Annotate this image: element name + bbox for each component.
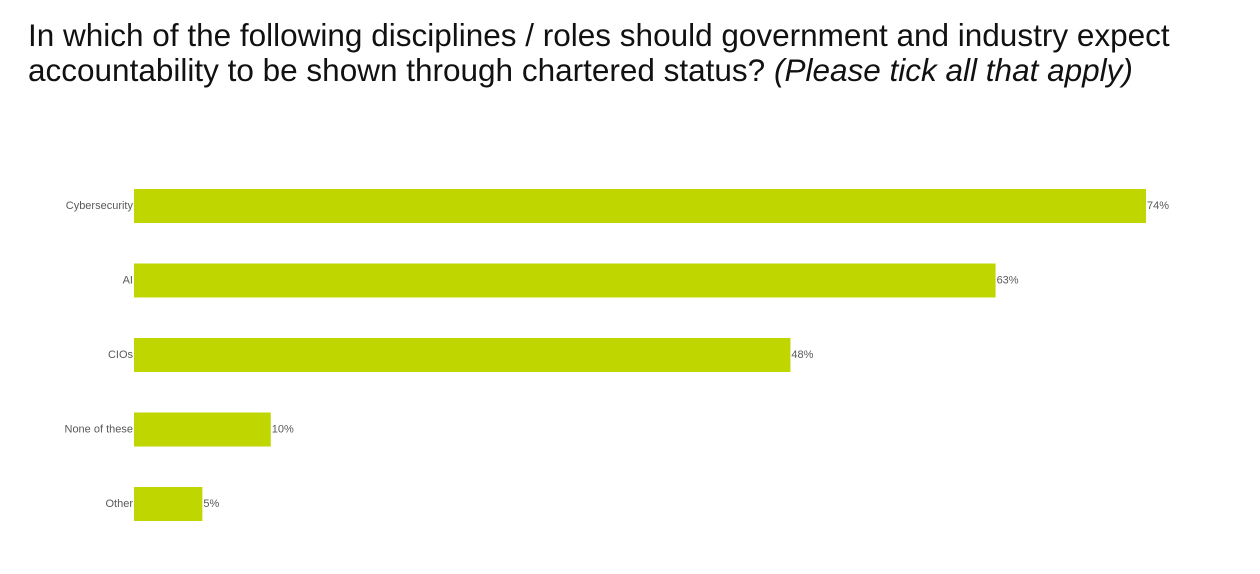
value-label: 74% [1147, 200, 1169, 212]
bar-ai [134, 263, 996, 298]
category-label: Other [105, 498, 133, 510]
category-label: None of these [65, 424, 134, 436]
value-label: 63% [997, 275, 1019, 287]
chart-title-note: (Please tick all that apply) [773, 52, 1133, 88]
value-label: 48% [791, 349, 813, 361]
bar-none-of-these [134, 412, 271, 447]
bar-cybersecurity [134, 189, 1146, 223]
chart-title-main: In which of the following disciplines / … [28, 17, 1170, 88]
category-label: AI [123, 275, 133, 287]
value-label: 10% [272, 424, 294, 436]
bar-other [134, 487, 203, 521]
category-label: Cybersecurity [66, 200, 134, 212]
bar-cios [134, 338, 791, 372]
category-label: CIOs [108, 349, 134, 361]
chart-title: In which of the following disciplines / … [28, 18, 1238, 88]
value-label: 5% [203, 498, 219, 510]
